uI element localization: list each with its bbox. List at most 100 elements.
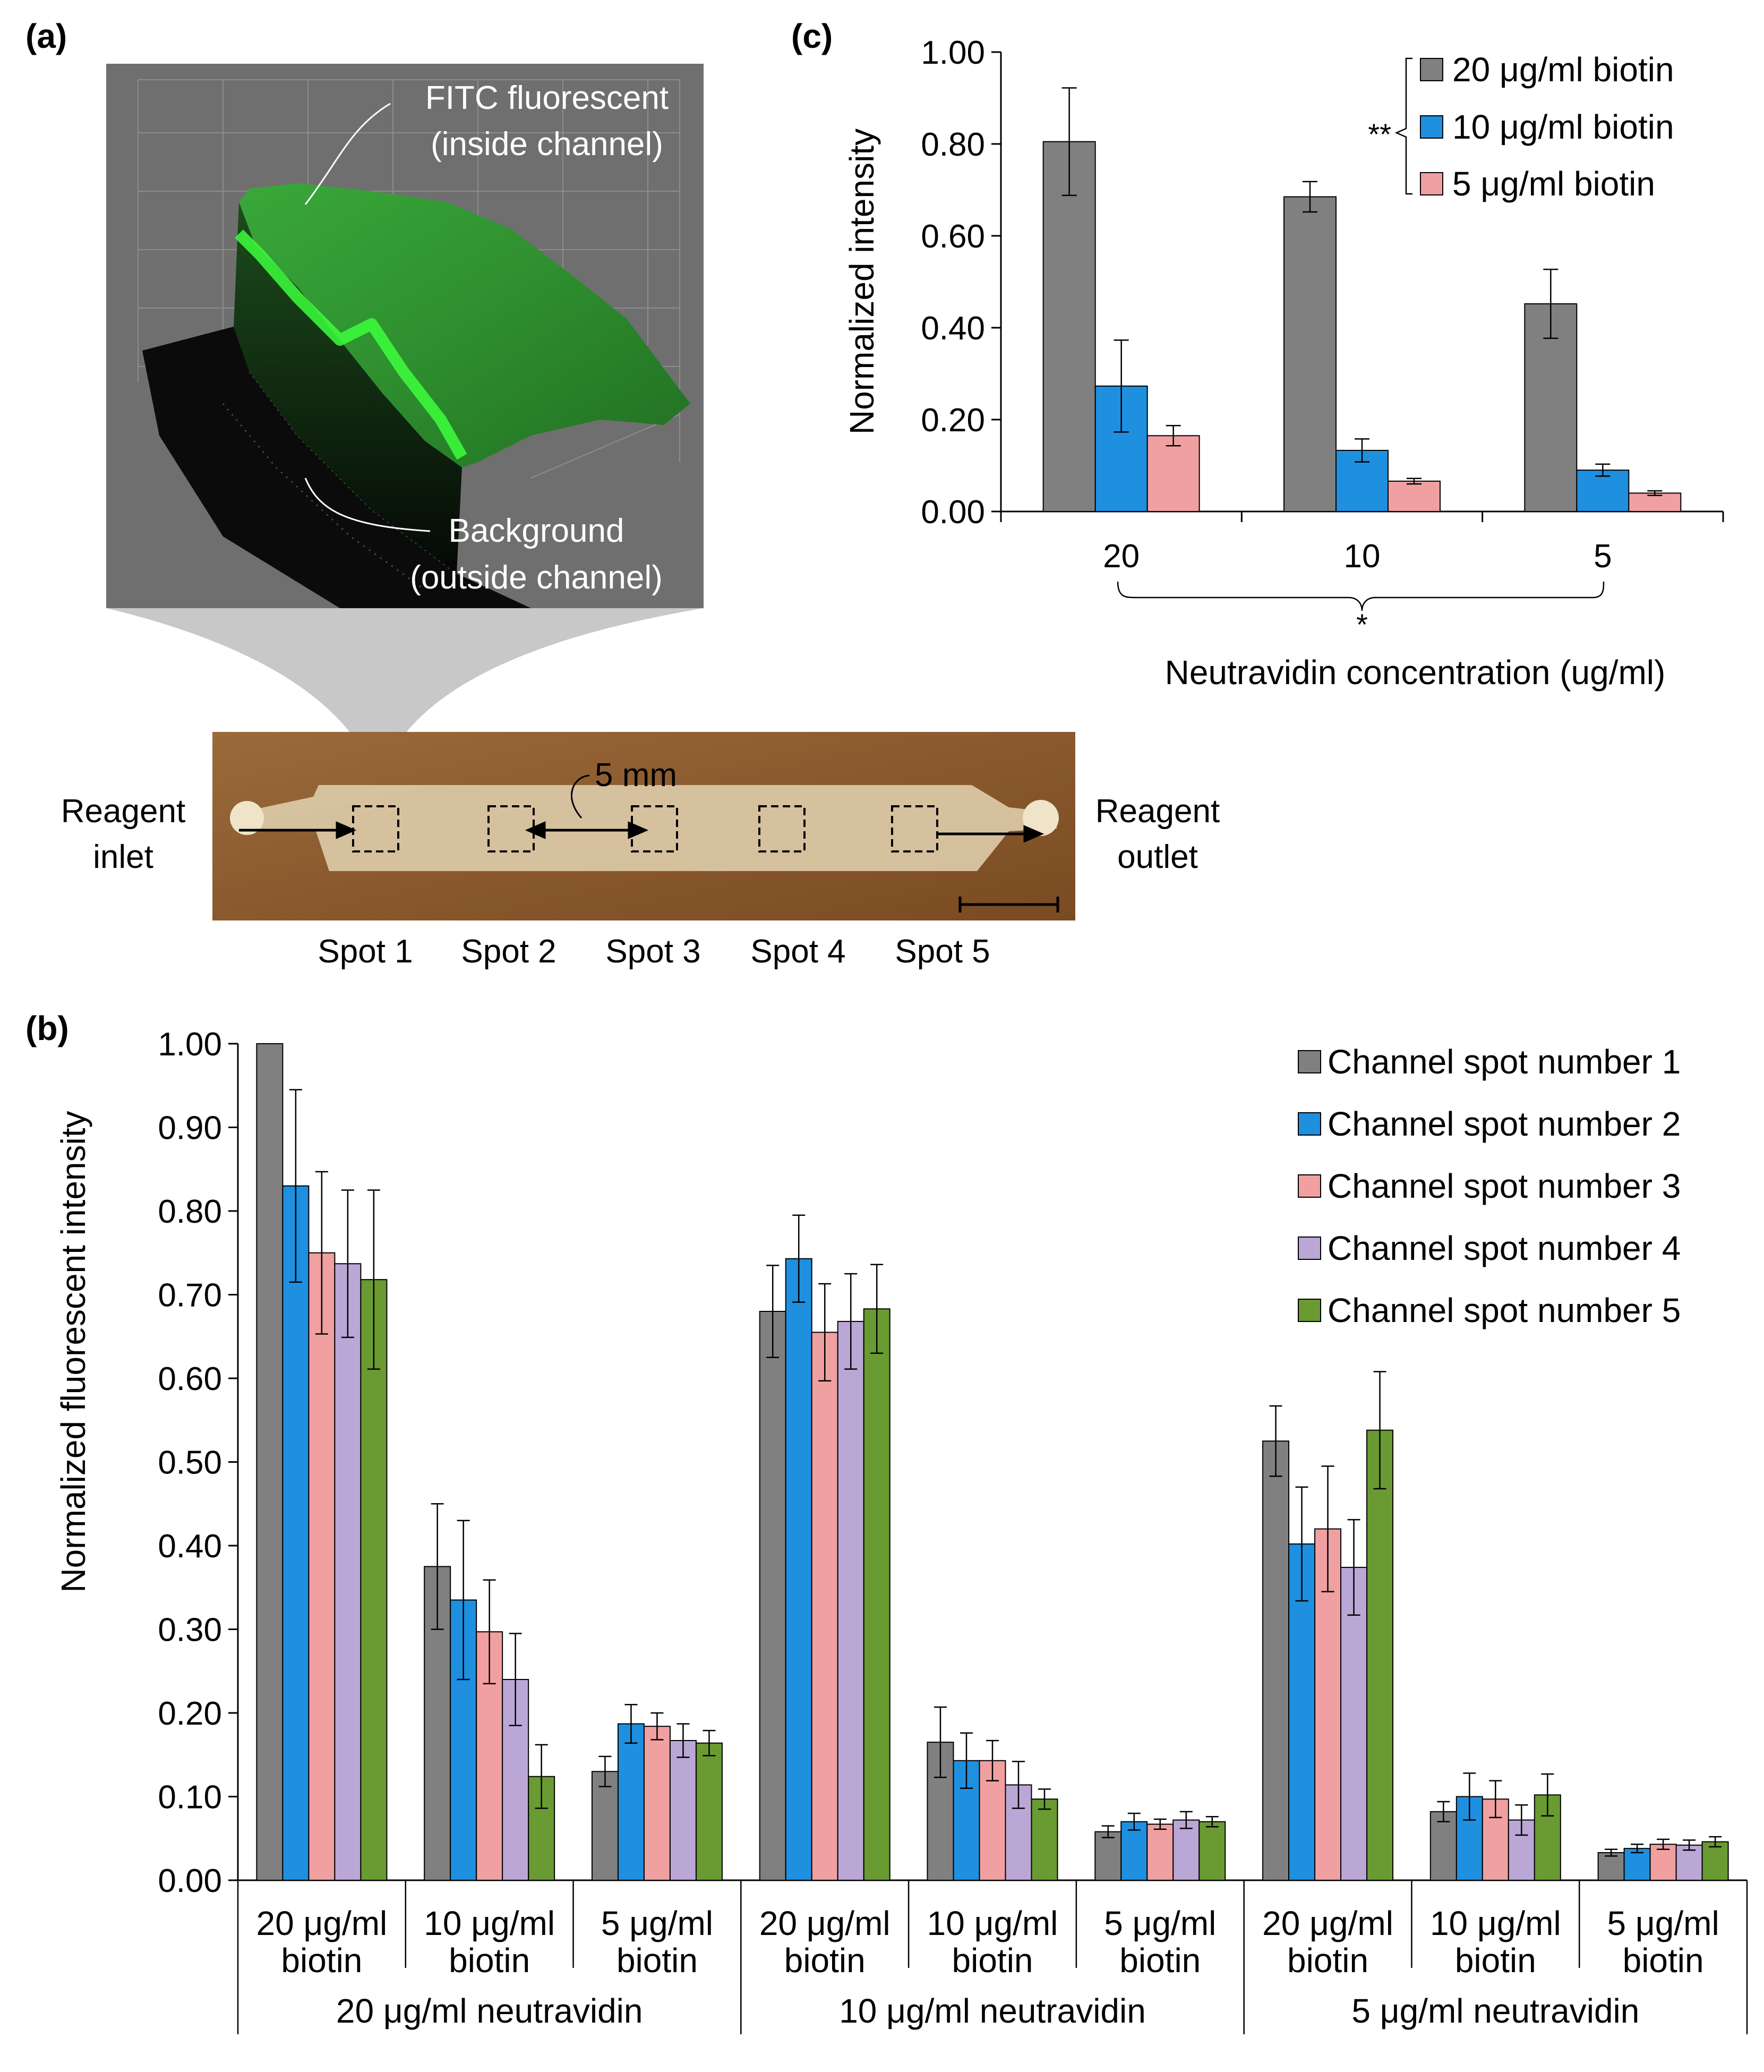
c-y-tick-label: 0.40 (921, 310, 985, 347)
b-y-tick-label: 0.30 (158, 1612, 222, 1649)
background-surface (142, 327, 531, 608)
b-bar (1701, 1841, 1729, 1881)
b-y-tick-label: 0.10 (158, 1779, 222, 1816)
b-y-tick-label: 0.60 (158, 1361, 222, 1397)
c-x-axis-title: Neutravidin concentration (ug/ml) (1165, 653, 1666, 692)
b-subgroup-label: biotin (281, 1941, 362, 1980)
b-bar (1172, 1819, 1200, 1881)
outlet-port (1023, 800, 1059, 836)
c-y-tick-label: 0.20 (921, 402, 985, 439)
b-y-tick-label: 0.50 (158, 1445, 222, 1481)
b-bar (863, 1308, 890, 1881)
c-legend-swatch (1420, 172, 1443, 195)
b-y-axis-title: Normalized fluorescent intensity (54, 1111, 92, 1592)
b-bar (669, 1740, 697, 1881)
b-y-tick-label: 0.20 (158, 1695, 222, 1732)
b-y-tick-label: 0.90 (158, 1110, 222, 1147)
b-legend-swatch (1298, 1050, 1321, 1073)
b-bar (617, 1723, 645, 1881)
b-subgroup-label: 10 μg/ml (424, 1904, 555, 1942)
b-bar (1429, 1811, 1457, 1881)
b-subgroup-label: 10 μg/ml (1430, 1904, 1561, 1942)
c-bar (1628, 492, 1682, 513)
spot-label-1: Spot 1 (318, 933, 413, 970)
fitc-callout-line (304, 103, 391, 205)
c-x-significance-mark: * (1356, 608, 1368, 641)
outlet-label-1: Reagent (1095, 793, 1220, 830)
b-subgroup-label: biotin (1623, 1941, 1704, 1980)
b-subgroup-label: 20 μg/ml (759, 1904, 890, 1942)
inlet-label-2: inlet (93, 839, 153, 875)
b-subgroup-label: 10 μg/ml (927, 1904, 1058, 1942)
b-y-tick-label: 0.70 (158, 1277, 222, 1314)
distance-label: 5 mm (595, 757, 677, 794)
spot-label-5: Spot 5 (895, 933, 990, 970)
b-bar (1146, 1823, 1174, 1881)
c-y-tick-label: 1.00 (921, 35, 985, 71)
c-bar (1042, 141, 1096, 512)
c-legend-label: 20 μg/ml biotin (1452, 50, 1674, 89)
b-legend-swatch (1298, 1112, 1321, 1136)
chart-c: 0.00 0.20 0.40 0.60 0.80 1.00 20 10 5 Normalized … (843, 35, 1724, 692)
b-subgroup-label: biotin (616, 1941, 698, 1980)
spot-box-5 (891, 805, 938, 852)
b-subgroup-label: biotin (1455, 1941, 1536, 1980)
b-bar (759, 1311, 786, 1881)
fitc-edge-glow (235, 229, 467, 460)
b-bar (811, 1332, 838, 1881)
b-bar (1094, 1831, 1122, 1881)
spot-label-2: Spot 2 (461, 933, 556, 970)
b-bar (785, 1258, 812, 1881)
b-group-label: 5 μg/ml neutravidin (1351, 1992, 1639, 2030)
b-bar (308, 1252, 336, 1881)
c-y-tick-label: 0.00 (921, 494, 985, 531)
c-bar (1576, 470, 1630, 513)
b-legend-label: Channel spot number 3 (1328, 1167, 1681, 1205)
c-x-tick-label: 20 (1103, 538, 1140, 575)
background-label-1: Background (449, 513, 624, 549)
c-legend-label: 5 μg/ml biotin (1452, 165, 1655, 203)
outlet-label-2: outlet (1117, 839, 1198, 875)
b-bar (1120, 1821, 1148, 1881)
b-legend-label: Channel spot number 4 (1328, 1229, 1681, 1267)
b-subgroup-label: 20 μg/ml (1262, 1904, 1393, 1942)
spot-box-4 (758, 805, 806, 852)
panel-label-c: (c) (791, 17, 833, 55)
b-group-label: 20 μg/ml neutravidin (336, 1992, 643, 2030)
c-y-tick-label: 0.80 (921, 126, 985, 163)
c-x-significance-bracket (1117, 581, 1605, 611)
c-y-axis-title: Normalized intensity (843, 129, 881, 434)
spot-label-3: Spot 3 (605, 933, 700, 970)
chart-b: 0.00 0.10 0.20 0.30 0.40 0.50 0.60 0.70 0.80 0.90… (54, 1026, 1748, 2034)
c-bar (1146, 435, 1200, 513)
b-subgroup-label: biotin (1119, 1941, 1201, 1980)
background-label-2: (outside channel) (410, 559, 663, 596)
b-bar (695, 1742, 723, 1881)
zoom-funnel (106, 608, 704, 786)
b-bar (334, 1263, 362, 1881)
b-legend-swatch (1298, 1299, 1321, 1322)
b-legend-label: Channel spot number 5 (1328, 1291, 1681, 1329)
b-y-tick-label: 0.00 (158, 1863, 222, 1899)
c-legend-significance-bracket (1394, 57, 1412, 195)
spot-label-4: Spot 4 (750, 933, 845, 970)
b-bar (1649, 1844, 1677, 1881)
b-legend-swatch (1298, 1174, 1321, 1198)
c-legend-swatch (1420, 58, 1443, 81)
c-y-tick-label: 0.60 (921, 218, 985, 255)
b-bar (643, 1726, 671, 1881)
b-bar (1597, 1852, 1625, 1881)
c-legend-label: 10 μg/ml biotin (1452, 108, 1674, 146)
chip-photo: 5 mm (212, 732, 1075, 920)
b-y-tick-label: 0.80 (158, 1193, 222, 1230)
c-bar (1388, 480, 1441, 512)
distance-callout-line (571, 774, 590, 818)
b-subgroup-label: 5 μg/ml (1104, 1904, 1216, 1942)
b-legend-label: Channel spot number 2 (1328, 1105, 1681, 1143)
microchannel (239, 785, 1057, 871)
b-subgroup-label: biotin (449, 1941, 530, 1980)
b-subgroup-label: 5 μg/ml (601, 1904, 713, 1942)
c-legend-significance-mark: ** (1368, 117, 1391, 151)
b-bar (1262, 1440, 1290, 1881)
